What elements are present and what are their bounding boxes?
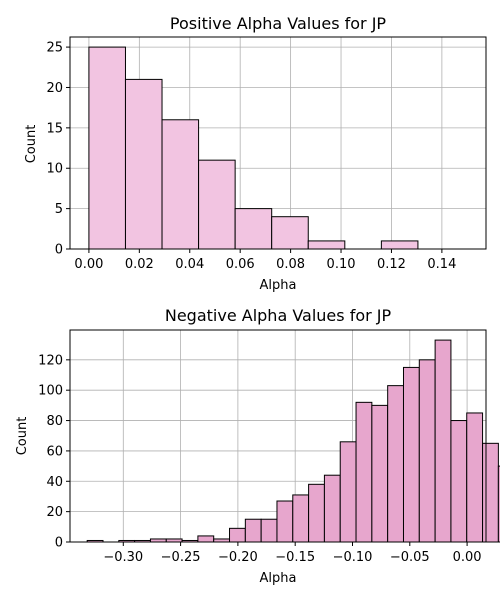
histogram-bar <box>229 527 246 543</box>
x-axis-label: Alpha <box>260 278 297 293</box>
histogram-bar <box>88 46 126 250</box>
histogram-bar <box>371 404 389 543</box>
plot-frame <box>69 329 487 543</box>
x-tick-label: 0.04 <box>175 257 204 272</box>
y-tick-label: 10 <box>46 162 63 177</box>
histogram-bar <box>450 420 468 543</box>
histogram-bar <box>308 483 325 543</box>
histogram-bar <box>497 465 500 543</box>
x-tick-label: 0.06 <box>226 257 255 272</box>
x-tick-label: 0.12 <box>377 257 406 272</box>
histogram-bar <box>198 159 236 250</box>
x-tick-label: 0.14 <box>427 257 456 272</box>
x-tick-label: 0.00 <box>74 257 103 272</box>
y-tick-label: 15 <box>46 121 63 136</box>
bars <box>88 46 419 250</box>
y-tick-label: 0 <box>55 243 63 258</box>
histogram-bar <box>260 518 278 543</box>
x-tick-label: 0.08 <box>276 257 305 272</box>
plot-frame <box>69 36 487 250</box>
histogram-bar <box>355 401 373 543</box>
x-axis-ticks: −0.30 −0.25 −0.20 −0.15 −0.10 −0.05 0.00 <box>103 542 482 565</box>
y-tick-label: 25 <box>46 41 63 56</box>
histogram-bar <box>307 240 346 250</box>
histogram-bar <box>197 535 215 543</box>
y-axis-label: Count <box>24 125 39 164</box>
chart-title: Positive Alpha Values for JP <box>170 14 387 33</box>
histogram-bar <box>434 339 452 543</box>
y-tick-label: 40 <box>46 475 63 490</box>
y-axis-ticks: 0 20 40 60 80 100 120 <box>38 353 70 551</box>
histogram-bar <box>387 385 404 543</box>
histogram-bar <box>244 518 262 543</box>
chart-title: Negative Alpha Values for JP <box>165 306 392 325</box>
x-tick-label: −0.10 <box>333 550 373 565</box>
histogram-bar <box>271 216 309 250</box>
x-tick-label: 0.10 <box>327 257 356 272</box>
y-tick-label: 60 <box>46 444 63 459</box>
histogram-bar <box>276 500 294 543</box>
histogram-bar <box>161 119 200 250</box>
y-tick-label: 20 <box>46 505 63 520</box>
histogram-bar <box>234 208 273 250</box>
x-axis-label: Alpha <box>260 571 297 586</box>
y-tick-label: 120 <box>38 353 63 368</box>
x-tick-label: 0.02 <box>125 257 154 272</box>
y-axis-ticks: 0 5 10 15 20 25 <box>46 41 70 258</box>
x-tick-label: −0.05 <box>390 550 430 565</box>
x-tick-label: −0.15 <box>275 550 315 565</box>
x-tick-label: −0.25 <box>161 550 201 565</box>
histogram-bar <box>482 442 499 543</box>
y-tick-label: 0 <box>55 536 63 551</box>
y-tick-label: 80 <box>46 414 63 429</box>
x-tick-label: −0.30 <box>103 550 143 565</box>
y-tick-label: 100 <box>38 384 63 399</box>
negative-alpha-chart: Negative Alpha Values for JP −0.30 −0.25−… <box>15 306 500 586</box>
histogram-bar <box>124 78 163 250</box>
histogram-bar <box>418 359 436 543</box>
y-tick-label: 5 <box>55 202 63 217</box>
histogram-bar <box>380 240 419 250</box>
y-tick-label: 20 <box>46 81 63 96</box>
positive-alpha-chart: Positive Alpha Values for JP 0.00 0.02 0.0… <box>24 14 487 293</box>
x-tick-label: −0.20 <box>218 550 258 565</box>
histogram-bar <box>339 441 357 543</box>
histogram-bar <box>402 366 420 543</box>
histogram-bar <box>292 494 310 543</box>
x-axis-ticks: 0.00 0.02 0.04 0.06 0.08 0.10 0.12 0.14 <box>74 249 456 272</box>
histogram-bar <box>466 412 484 543</box>
histogram-bar <box>323 474 341 543</box>
y-axis-label: Count <box>15 417 30 456</box>
x-tick-label: 0.00 <box>453 550 482 565</box>
